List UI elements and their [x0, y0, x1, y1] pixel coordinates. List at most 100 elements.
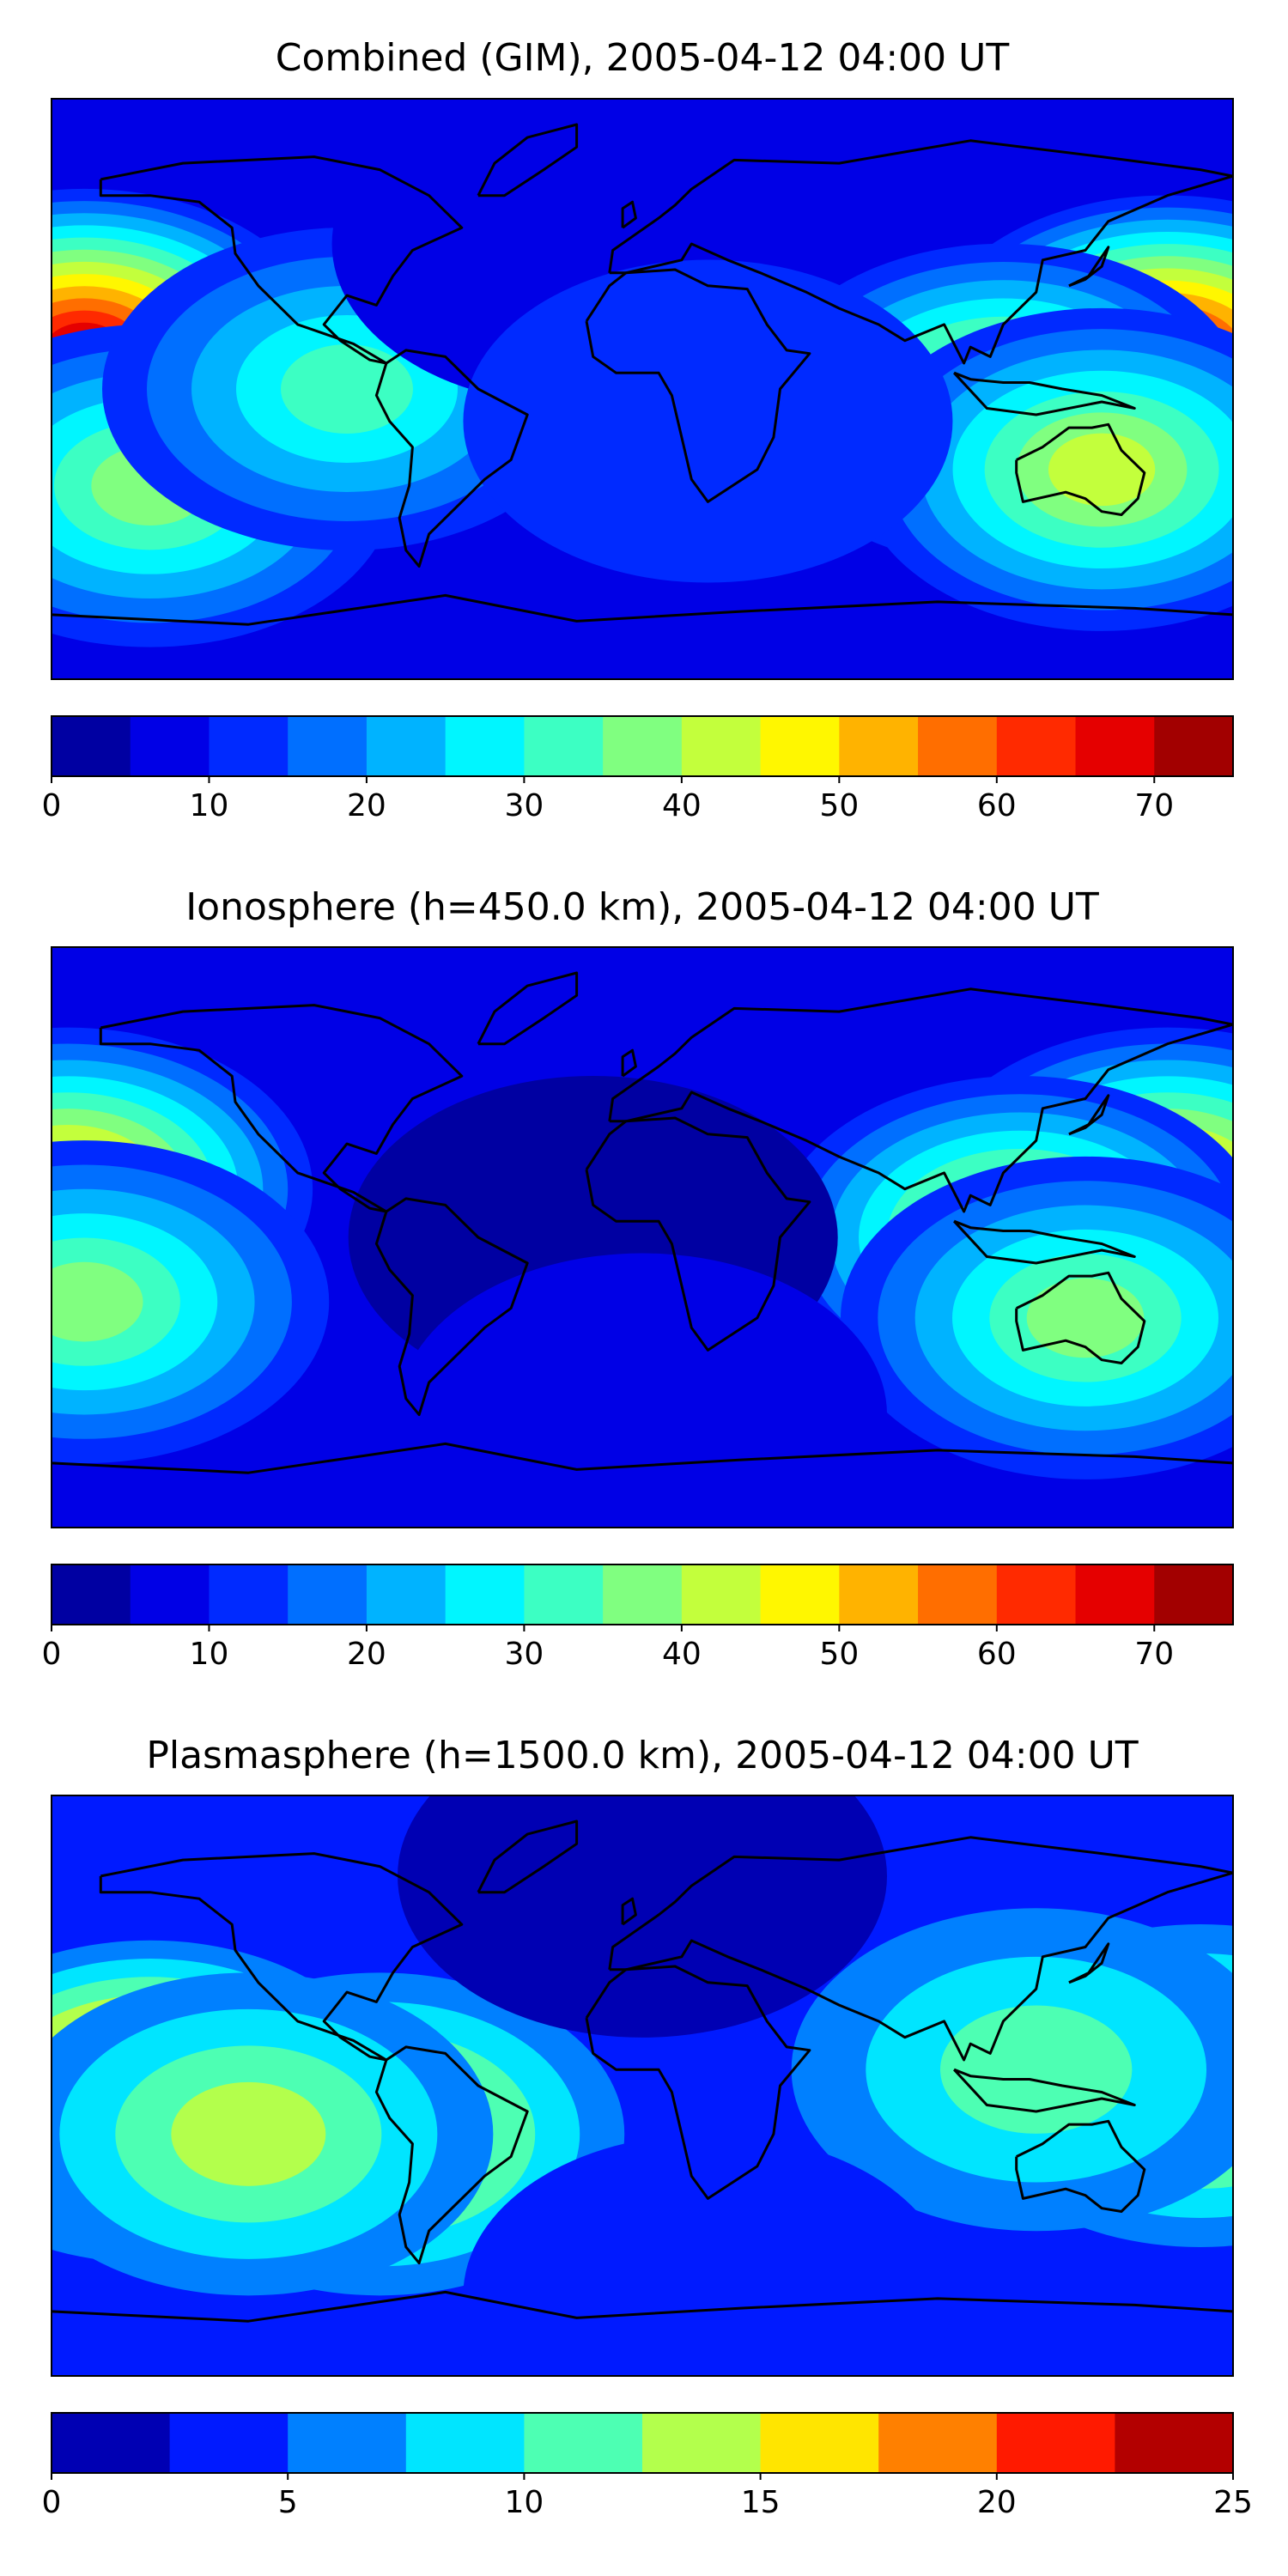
map-frame: [51, 98, 1234, 680]
colorbar-swatch: [996, 716, 1077, 776]
colorbar-swatch: [760, 1564, 840, 1625]
colorbar-tick-label: 10: [190, 1637, 229, 1672]
colorbar-tick-label: 70: [1134, 788, 1174, 823]
colorbar-swatch: [603, 1564, 683, 1625]
coastline: [52, 593, 1233, 626]
colorbar-tick-label: 40: [662, 1637, 702, 1672]
coastline: [585, 1116, 811, 1352]
field-ridge-central-america: [102, 228, 592, 550]
map-area: [52, 947, 1233, 1528]
contour-band: [1026, 1278, 1145, 1358]
colorbar-swatch: [1115, 2413, 1234, 2473]
colorbar-tick-label: 5: [278, 2485, 298, 2520]
colorbar-tick-label: 50: [819, 1637, 859, 1672]
coastline: [1015, 422, 1146, 516]
colorbar-tick-label: 10: [504, 2485, 544, 2520]
colorbar-swatch: [169, 2413, 289, 2473]
coastline: [952, 371, 1136, 416]
colorbar-swatch: [524, 1564, 604, 1625]
coastline: [585, 268, 811, 503]
colorbar-tick-label: 20: [977, 2485, 1017, 2520]
panel-ionosphere: Ionosphere (h=450.0 km), 2005-04-12 04:0…: [42, 885, 1234, 1672]
colorbar-tick-label: 60: [977, 1637, 1017, 1672]
colorbar-swatch: [878, 2413, 998, 2473]
colorbar: 0 10 20 30 40 50 60 70: [42, 1564, 1234, 1672]
contour-band: [171, 2081, 326, 2186]
colorbar-swatch: [366, 716, 447, 776]
colorbar-tick-label: 0: [42, 1637, 62, 1672]
coastline: [608, 139, 1233, 365]
coastline: [99, 1852, 464, 2062]
coastline: [52, 2290, 1233, 2323]
colorbar-tick-label: 25: [1213, 2485, 1253, 2520]
coastline: [1015, 2119, 1146, 2213]
colorbar: 0 10 20 30 40 50 60 70: [42, 715, 1234, 823]
colorbar-swatch: [209, 716, 289, 776]
colorbar-tick-label: 70: [1134, 1637, 1174, 1672]
colorbar-swatch: [681, 1564, 762, 1625]
colorbar-swatch: [130, 1564, 210, 1625]
contour-band: [281, 344, 413, 434]
colorbar-swatch: [405, 2413, 525, 2473]
colorbar-swatch: [445, 1564, 525, 1625]
coastline: [99, 1004, 464, 1213]
coastline: [1068, 1942, 1110, 1984]
coastline: [99, 155, 464, 365]
panel-plasmasphere: Plasmasphere (h=1500.0 km), 2005-04-12 0…: [42, 1734, 1253, 2520]
colorbar-swatch: [1154, 716, 1234, 776]
colorbar-swatch: [642, 2413, 762, 2473]
coastline: [374, 349, 529, 568]
colorbar-swatch: [918, 716, 998, 776]
colorbar-frame: [51, 2412, 1234, 2474]
colorbar-tick-label: 50: [819, 788, 859, 823]
colorbar-swatch: [996, 1564, 1077, 1625]
contour-band: [463, 259, 953, 583]
colorbar-swatch: [52, 1564, 131, 1625]
coastline: [621, 200, 637, 229]
contour-band: [940, 2005, 1133, 2134]
colorbar-swatch: [288, 716, 368, 776]
colorbar: 0 5 10 15 20 25: [42, 2412, 1253, 2520]
map-area: [52, 99, 1233, 679]
coastline: [477, 1820, 579, 1894]
field-trough-africa: [463, 259, 953, 583]
chart-title: Ionosphere (h=450.0 km), 2005-04-12 04:0…: [185, 885, 1099, 929]
colorbar-swatch: [996, 2413, 1115, 2473]
coastline: [374, 2045, 529, 2265]
field-trough-north: [398, 1795, 887, 2038]
colorbar-tick-label: 0: [42, 788, 62, 823]
map-frame: [51, 1795, 1234, 2377]
colorbar-swatch: [760, 2413, 879, 2473]
colorbar-swatch: [1075, 1564, 1155, 1625]
colorbar-swatch: [839, 716, 919, 776]
colorbar-tick-label: 0: [42, 2485, 62, 2520]
chart-title: Combined (GIM), 2005-04-12 04:00 UT: [276, 36, 1010, 80]
colorbar-swatch: [130, 716, 210, 776]
colorbar-swatch: [445, 716, 525, 776]
coastline: [374, 1197, 529, 1417]
contour-band: [398, 1795, 887, 2038]
coastline: [52, 1442, 1233, 1474]
panel-combined: Combined (GIM), 2005-04-12 04:00 UT 0 10 2…: [42, 36, 1234, 823]
colorbar-frame: [51, 715, 1234, 777]
coastline: [621, 1048, 637, 1078]
field-ridge-australia: [841, 1156, 1233, 1479]
colorbar-swatch: [1075, 716, 1155, 776]
colorbar-frame: [51, 1564, 1234, 1625]
colorbar-tick-label: 30: [504, 1637, 544, 1672]
coastline: [585, 1965, 811, 2200]
colorbar-swatch: [366, 1564, 447, 1625]
field-trough-south: [463, 2134, 953, 2376]
coastline: [608, 987, 1233, 1213]
contour-band: [52, 1261, 143, 1342]
colorbar-tick-label: 10: [190, 788, 229, 823]
colorbar-swatch: [524, 2413, 643, 2473]
coastline: [621, 1897, 637, 1926]
colorbar-swatch: [52, 716, 131, 776]
map-area: [52, 1795, 1233, 2376]
colorbar-swatch: [52, 2413, 171, 2473]
coastline: [477, 123, 579, 197]
field-ridge-southeast-asia: [791, 1908, 1233, 2232]
colorbar-swatch: [918, 1564, 998, 1625]
colorbar-swatch: [288, 2413, 407, 2473]
